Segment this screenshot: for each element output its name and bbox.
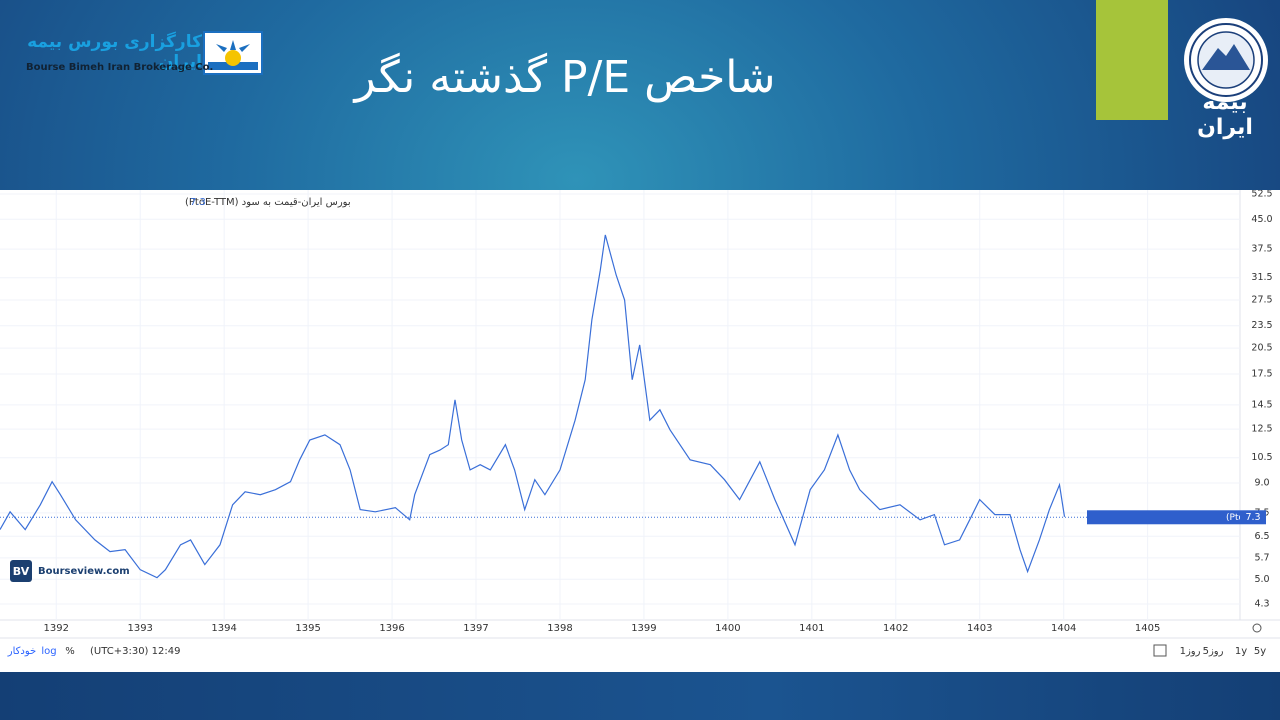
y-tick-label: 5.0 xyxy=(1254,574,1269,585)
chart-background xyxy=(0,190,1280,672)
y-tick-label: 4.3 xyxy=(1254,599,1269,610)
legend-last-value: 7.3 xyxy=(190,197,206,208)
insurer-seal xyxy=(1184,18,1268,102)
y-tick-label: 52.5 xyxy=(1251,190,1272,200)
scale-option[interactable]: % xyxy=(65,646,75,657)
watermark-badge xyxy=(10,560,32,582)
x-tick-label: 1403 xyxy=(967,623,992,634)
y-tick-label: 17.5 xyxy=(1251,369,1272,380)
plot xyxy=(0,234,1087,579)
footer-band xyxy=(0,672,1280,720)
range-button[interactable]: 5روز xyxy=(1203,646,1224,657)
price-label-box xyxy=(1087,510,1240,525)
slide-title: شاخص P/E گذشته نگر xyxy=(354,52,776,103)
y-tick-label: 23.5 xyxy=(1251,320,1272,331)
x-tick-label: 1394 xyxy=(211,623,236,634)
y-tick-label: 31.5 xyxy=(1251,272,1272,283)
series-line xyxy=(0,234,1066,579)
watermark-logo: BV xyxy=(13,565,30,578)
date-range-icon[interactable] xyxy=(1153,644,1167,657)
emblem-sun xyxy=(225,50,241,66)
y-tick-label: 37.5 xyxy=(1251,244,1272,255)
insurer-name: بیمه ایران xyxy=(1197,90,1253,140)
y-tick-label: 20.5 xyxy=(1251,343,1272,354)
seal-ring xyxy=(1189,23,1263,97)
watermark-site: Bourseview.com xyxy=(38,566,130,577)
x-tick-label: 1400 xyxy=(715,623,740,634)
y-tick-label: 14.5 xyxy=(1251,399,1272,410)
range-button[interactable]: 1روز xyxy=(1180,646,1201,657)
grid xyxy=(0,190,1240,620)
y-tick-label: 6.5 xyxy=(1254,531,1269,542)
x-tick-label: 1395 xyxy=(295,623,320,634)
y-tick-label: 27.5 xyxy=(1251,294,1272,305)
scale-option[interactable]: log xyxy=(41,646,56,657)
y-tick-label: 5.7 xyxy=(1254,552,1269,563)
x-tick-label: 1392 xyxy=(44,623,69,634)
timezone-clock[interactable]: (UTC+3:30) 12:49 xyxy=(90,646,180,657)
x-tick-label: 1396 xyxy=(379,623,404,634)
x-tick-label: 1401 xyxy=(799,623,824,634)
brand-logo xyxy=(20,30,264,76)
range-button[interactable]: 5y xyxy=(1254,646,1266,657)
accent-bar xyxy=(1096,0,1168,120)
x-tick-label: 1404 xyxy=(1051,623,1076,634)
brand-emblem xyxy=(203,31,263,75)
price-label-value: 7.3 xyxy=(1245,512,1260,523)
price-label-value-box xyxy=(1240,510,1266,525)
x-tick-label: 1393 xyxy=(127,623,152,634)
legend-series: بورس ایران-قیمت به سود (PtoE-TTM) xyxy=(185,197,351,208)
brand-name-fa: کارگزاری بورس بیمه ایران xyxy=(27,32,202,72)
x-tick-label: 1398 xyxy=(547,623,572,634)
brand-name-en: Bourse Bimeh Iran Brokerage Co. xyxy=(26,62,214,73)
range-button[interactable]: 1y xyxy=(1235,646,1247,657)
x-tick-label: 1397 xyxy=(463,623,488,634)
scale-option[interactable]: خودکار xyxy=(7,646,36,657)
y-tick-label: 9.0 xyxy=(1254,477,1269,488)
chart: بورس ایران-قیمت به سود (PtoE-TTM) 7.3 BV… xyxy=(0,190,1280,672)
settings-icon[interactable] xyxy=(1252,623,1262,633)
x-tick-label: 1399 xyxy=(631,623,656,634)
emblem-rays xyxy=(216,40,250,52)
y-tick-label: 12.5 xyxy=(1251,424,1272,435)
seal-mountain xyxy=(1202,44,1250,70)
x-tick-label: 1402 xyxy=(883,623,908,634)
x-tick-label: 1405 xyxy=(1135,623,1160,634)
y-tick-label: 10.5 xyxy=(1251,452,1272,463)
y-tick-label: 45.0 xyxy=(1251,214,1272,225)
